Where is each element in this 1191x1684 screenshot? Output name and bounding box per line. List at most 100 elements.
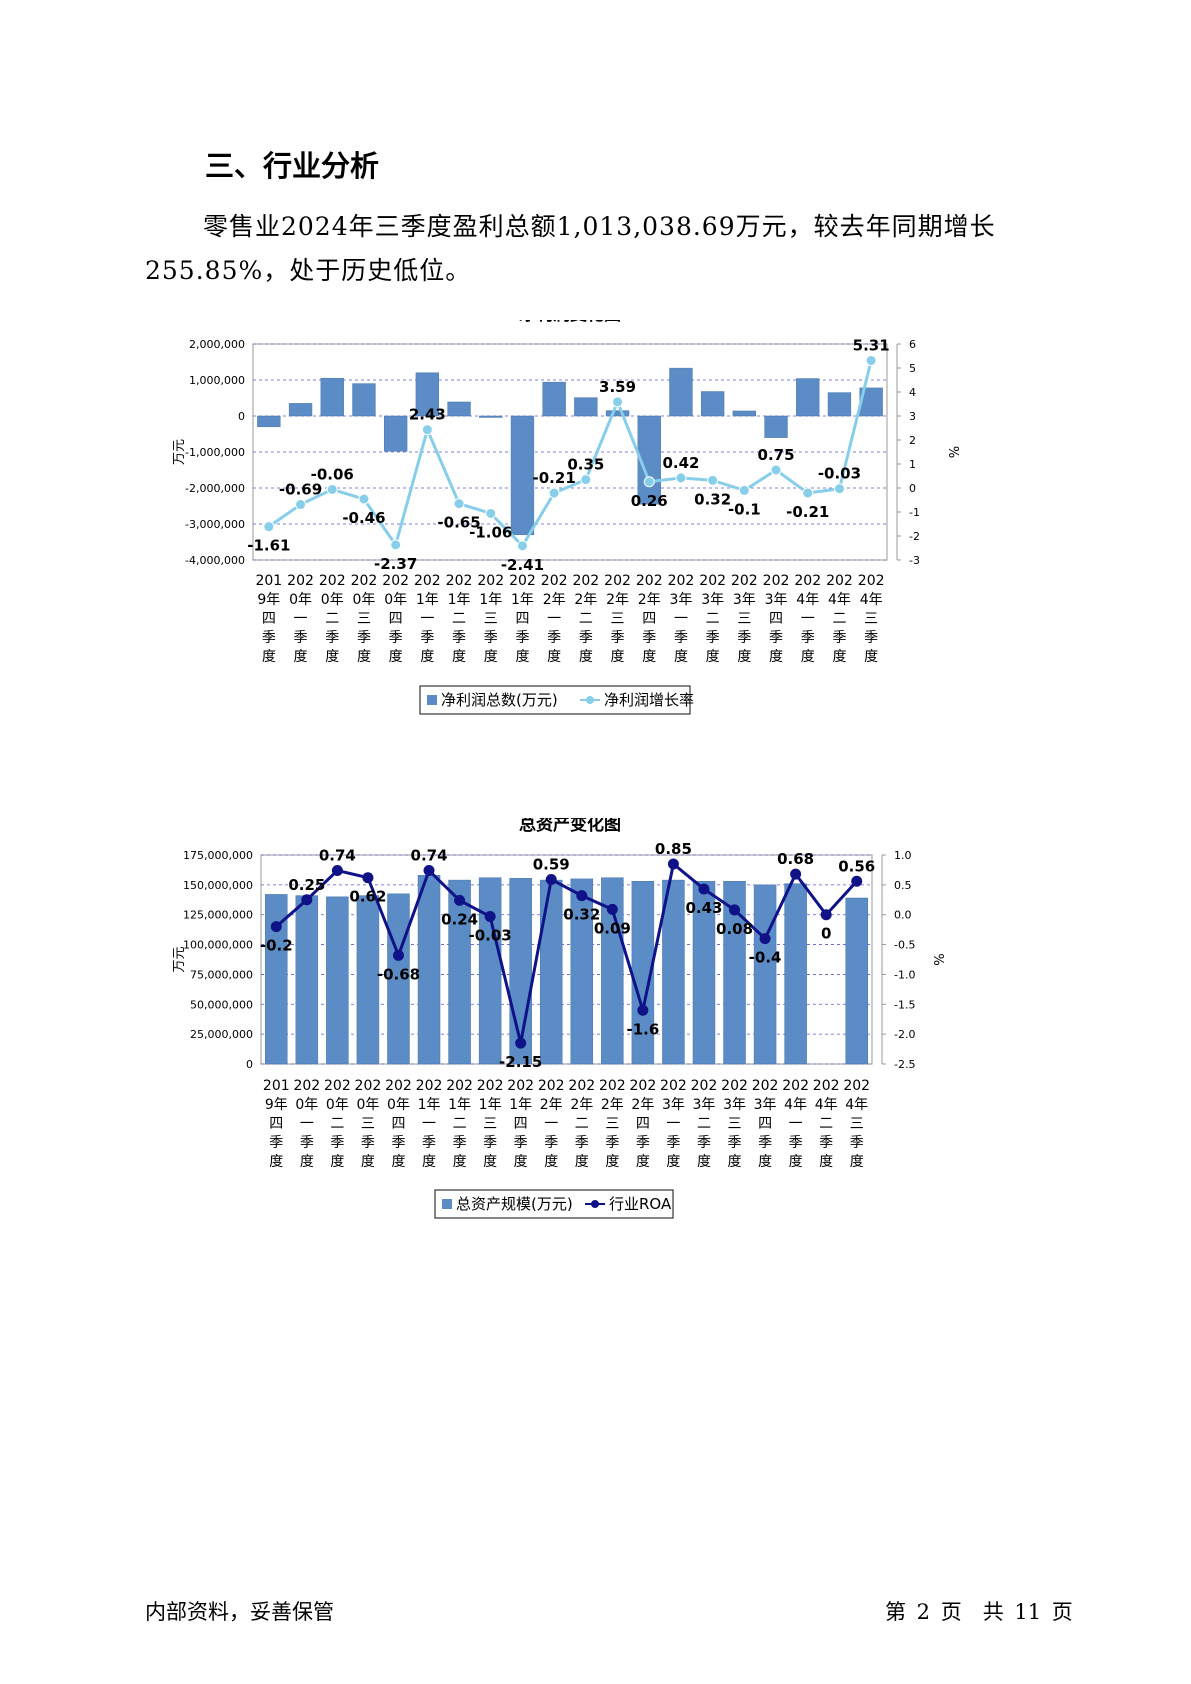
line-point	[802, 487, 814, 499]
bar	[753, 884, 777, 1065]
series-line	[267, 360, 873, 549]
line-point	[454, 894, 466, 906]
legend-box	[419, 685, 691, 715]
bar	[415, 372, 440, 417]
data-label: -0.69	[279, 481, 322, 499]
y-tick-left: 125,000,000	[183, 909, 253, 922]
data-label: 0.09	[594, 919, 631, 937]
x-tick-label: 202 1年二季度	[446, 573, 473, 665]
y-tick-left: 2,000,000	[189, 338, 245, 351]
y-axis-label-left: 万元	[172, 946, 187, 972]
bar	[448, 879, 471, 1065]
data-label: 0.75	[758, 446, 795, 464]
y-tick-left: 75,000,000	[190, 968, 253, 981]
x-tick-label: 202 4年二季度	[813, 1078, 840, 1170]
data-label: -1.06	[469, 523, 512, 541]
x-tick-label: 202 4年三季度	[843, 1078, 870, 1170]
line-point	[729, 904, 741, 916]
line-point	[301, 894, 313, 906]
x-tick-label: 202 2年二季度	[572, 573, 599, 665]
x-tick-label: 202 0年二季度	[324, 1078, 351, 1170]
x-tick-label: 202 2年三季度	[599, 1078, 626, 1170]
line-point	[759, 933, 771, 945]
data-label: 3.59	[599, 378, 636, 396]
y-tick-right: 4	[909, 386, 916, 399]
y-tick-right: -2	[909, 530, 920, 543]
x-tick-label: 202 1年一季度	[416, 1078, 443, 1170]
x-tick-label: 202 3年四季度	[752, 1078, 779, 1170]
bar	[265, 894, 288, 1065]
x-tick-label: 202 4年三季度	[858, 573, 885, 665]
y-tick-right: 1	[909, 458, 916, 471]
bar	[669, 367, 693, 417]
legend-line-label: 行业ROA	[609, 1195, 672, 1213]
data-label: -0.03	[818, 465, 861, 483]
bar	[542, 381, 566, 417]
y-tick-right: 0	[909, 482, 916, 495]
data-label: 0.56	[838, 857, 875, 875]
footer-confidential: 内部资料，妥善保管	[145, 1600, 334, 1624]
line-point	[453, 498, 465, 510]
line-point	[331, 865, 343, 877]
line-point	[326, 483, 338, 495]
bar	[478, 877, 502, 1065]
x-tick-label: 202 0年一季度	[287, 573, 314, 665]
y-tick-left: -2,000,000	[185, 482, 245, 495]
bar	[796, 378, 820, 417]
x-tick-label: 202 0年四季度	[382, 573, 409, 665]
bar	[845, 897, 868, 1065]
x-tick-label: 202 1年三季度	[477, 573, 504, 665]
paragraph-text: 零售业2024年三季度盈利总额1,013,038.69万元，较去年同期增长255…	[145, 212, 996, 285]
x-tick-label: 202 4年一季度	[794, 573, 821, 665]
line-point	[580, 474, 592, 486]
line-point	[362, 872, 374, 884]
y-tick-right: 6	[909, 338, 916, 351]
chart-body: 净利润变化图 2,000,000 1,000,000 0 -1,000,000 -2,00…	[172, 320, 960, 715]
data-label: 0.08	[716, 920, 753, 938]
x-tick-label: 201 9年四季度	[255, 573, 282, 665]
data-label: -0.65	[437, 514, 480, 532]
chart-title: 净利润变化图	[519, 320, 621, 325]
line-point	[515, 1037, 527, 1049]
footer-page-number: 第 2 页 共 11 页	[885, 1600, 1073, 1624]
data-label: -0.68	[377, 965, 420, 983]
y-tick-left: 175,000,000	[183, 849, 253, 862]
bar	[356, 895, 380, 1065]
y-tick-left: 50,000,000	[190, 998, 253, 1011]
data-label: 0.62	[349, 888, 386, 906]
net-profit-chart: 净利润变化图 2,000,000 1,000,000 0 -1,000,000 -2,00…	[172, 320, 960, 715]
data-label: 0.43	[685, 899, 722, 917]
y-tick-right: 0.0	[894, 909, 912, 922]
line-point	[738, 484, 750, 496]
x-tick-label: 202 0年二季度	[319, 573, 346, 665]
bar	[574, 397, 598, 417]
line-point	[667, 858, 679, 870]
x-tick-label: 202 3年三季度	[731, 573, 758, 665]
line-point	[576, 890, 588, 902]
data-label: 0	[821, 925, 831, 943]
section-heading: 三、行业分析	[205, 149, 380, 183]
x-tick-label: 202 0年一季度	[293, 1078, 320, 1170]
data-label: -0.2	[260, 937, 293, 955]
legend-line-label: 净利润增长率	[604, 691, 694, 709]
data-label: 0.68	[777, 850, 814, 868]
x-tick-label: 202 2年一季度	[538, 1078, 565, 1170]
line-point	[485, 507, 497, 519]
chart-title: 总资产变化图	[519, 818, 621, 835]
bar	[326, 896, 349, 1065]
bar	[383, 415, 408, 452]
bar	[510, 415, 535, 536]
y-tick-right: -1	[909, 506, 920, 519]
y-tick-right: -0.5	[894, 939, 915, 952]
y-tick-right: -2.0	[894, 1028, 915, 1041]
bar	[295, 895, 319, 1065]
data-label: -2.41	[501, 556, 544, 574]
data-label: -0.46	[342, 509, 385, 527]
x-tick-label: 202 4年一季度	[782, 1078, 809, 1170]
line-point	[484, 911, 496, 923]
data-label: 0.85	[655, 840, 692, 858]
x-tick-label: 202 1年四季度	[509, 573, 536, 665]
y-tick-left: -3,000,000	[185, 518, 245, 531]
data-label: -0.1	[728, 500, 761, 518]
line-point	[833, 483, 845, 495]
